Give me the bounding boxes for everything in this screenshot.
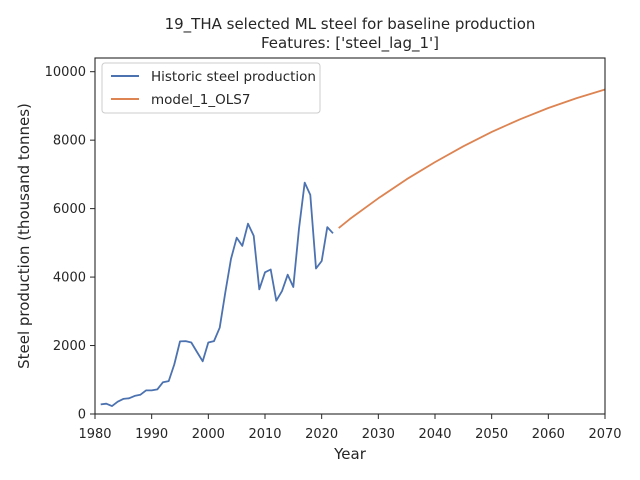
chart-title: 19_THA selected ML steel for baseline pr…	[165, 15, 536, 34]
y-tick-label: 10000	[45, 65, 86, 80]
y-tick-label: 2000	[53, 339, 86, 354]
y-tick-label: 8000	[53, 134, 86, 149]
series-line-1	[338, 88, 606, 229]
y-axis-label: Steel production (thousand tonnes)	[15, 103, 33, 369]
x-axis-label: Year	[333, 445, 367, 463]
chart-subtitle: Features: ['steel_lag_1']	[261, 34, 439, 53]
x-axis: 1980 1990 2000 2010 2020 2030 2040 2050 2060 2070	[78, 414, 622, 442]
legend-label-historic: Historic steel production	[151, 69, 316, 85]
x-tick-label: 2020	[305, 427, 338, 442]
x-tick-label: 2060	[532, 427, 565, 442]
legend-label-model: model_1_OLS7	[151, 92, 250, 108]
y-tick-label: 0	[78, 408, 86, 423]
x-tick-label: 2050	[475, 427, 508, 442]
legend: Historic steel production model_1_OLS7	[101, 62, 321, 114]
x-tick-label: 1980	[78, 427, 111, 442]
x-tick-label: 2030	[362, 427, 395, 442]
x-tick-label: 2010	[248, 427, 281, 442]
y-tick-label: 6000	[53, 202, 86, 217]
plot-area	[100, 88, 606, 408]
x-tick-label: 2070	[588, 427, 621, 442]
plot-frame	[94, 57, 606, 415]
series-line-0	[100, 181, 334, 408]
x-tick-label: 2000	[192, 427, 225, 442]
y-tick-label: 4000	[53, 271, 86, 286]
x-tick-label: 2040	[418, 427, 451, 442]
x-tick-label: 1990	[135, 427, 168, 442]
y-axis: 0 2000 4000 6000 8000 10000	[45, 65, 95, 423]
legend-box	[101, 62, 321, 114]
